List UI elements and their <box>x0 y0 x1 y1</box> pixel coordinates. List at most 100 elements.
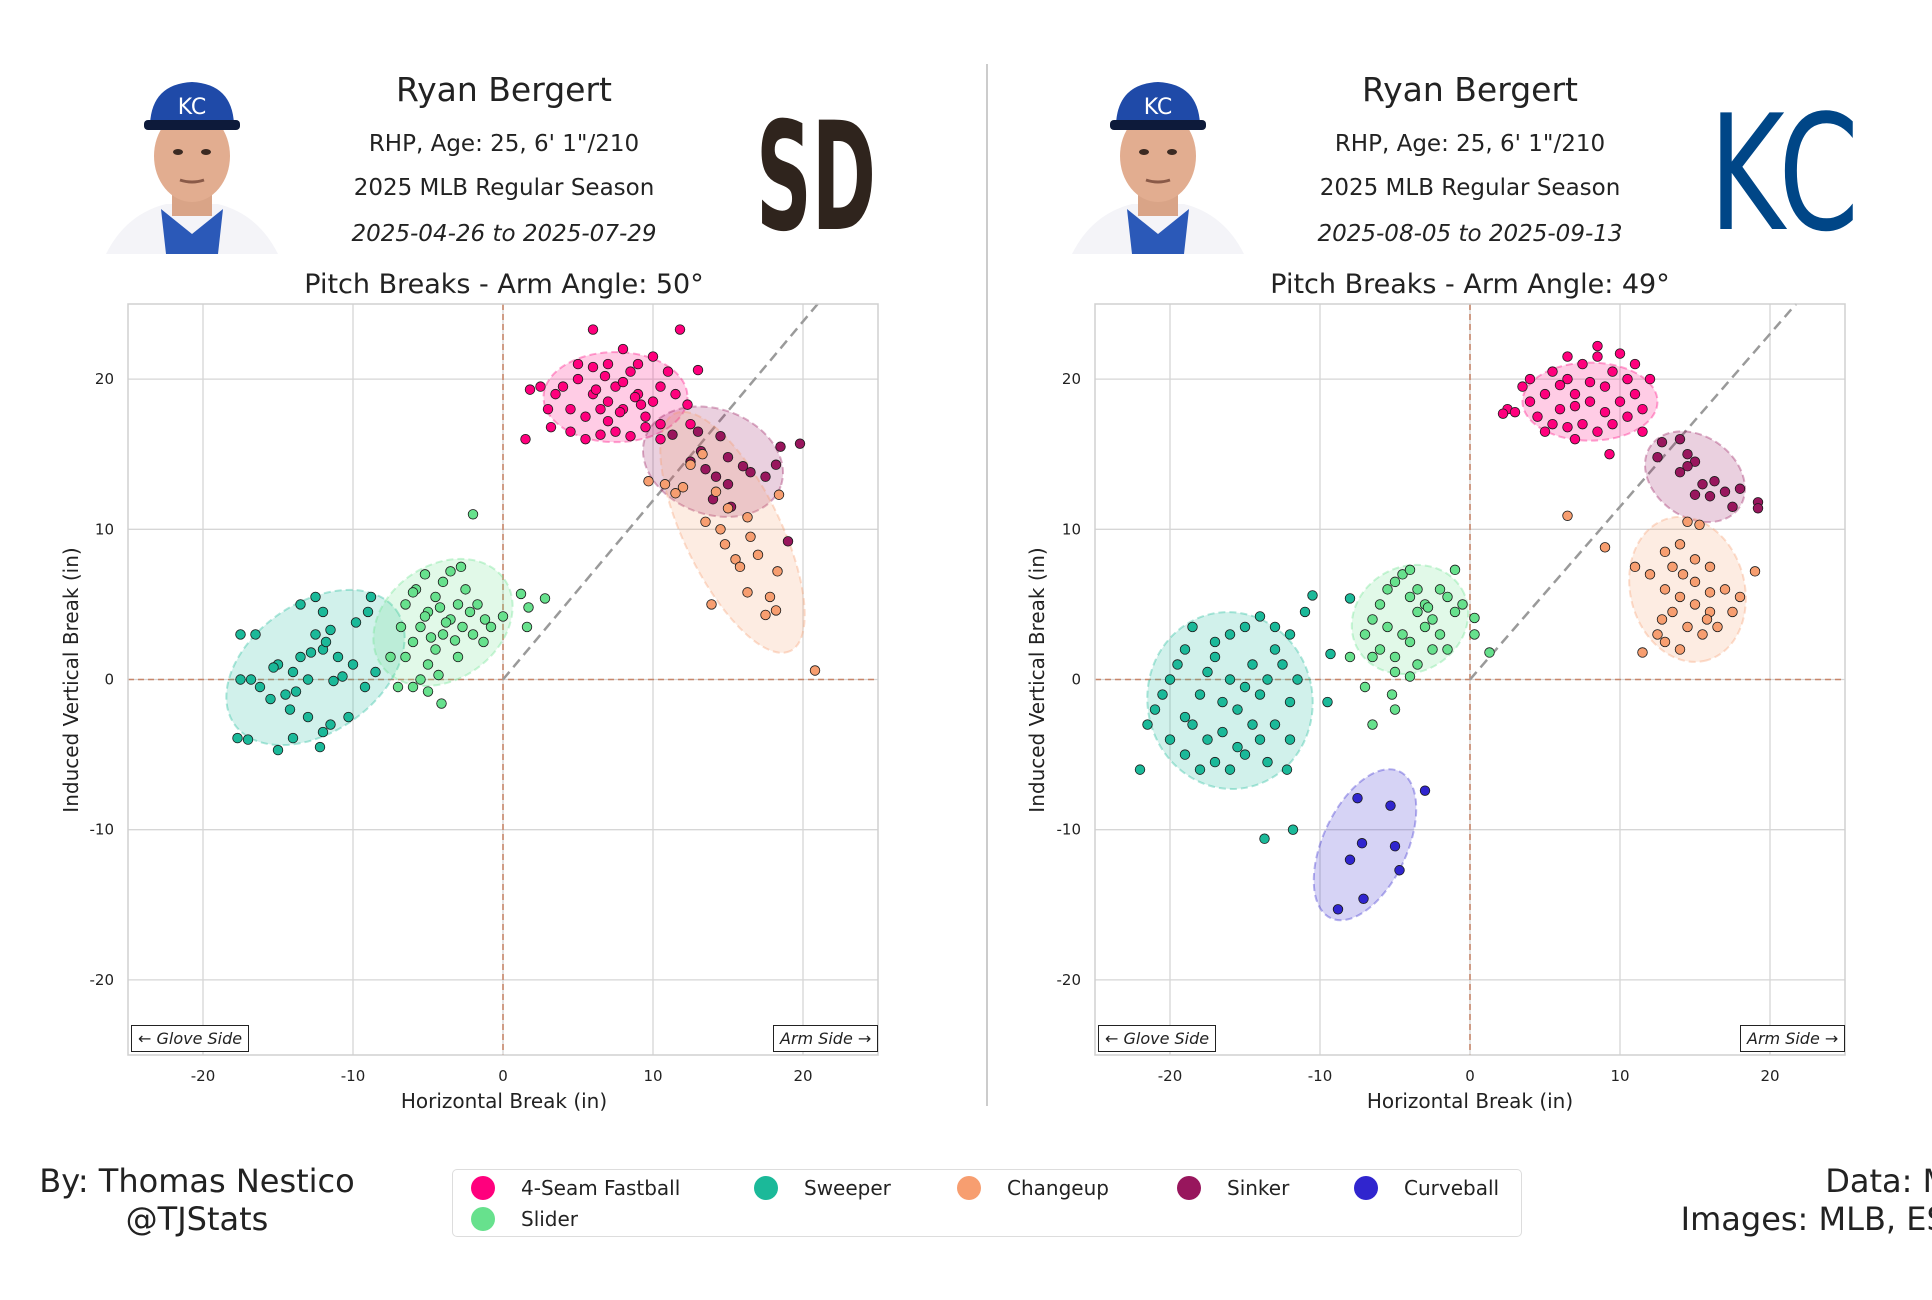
point-slider <box>515 588 527 600</box>
point-slider <box>1374 644 1386 655</box>
point-4-seam-fastball <box>1622 373 1633 385</box>
x-axis-label: Horizontal Break (in) <box>1366 1089 1574 1113</box>
point-4-seam-fastball <box>595 429 606 440</box>
point-sweeper <box>1179 711 1191 723</box>
point-changeup <box>677 482 689 493</box>
x-tick-label: -10 <box>341 1067 366 1085</box>
point-sweeper <box>1239 681 1251 693</box>
plot-frame <box>1094 303 1846 1056</box>
legend-label: Sweeper <box>804 1176 891 1200</box>
y-tick-label: 10 <box>1062 520 1081 538</box>
point-sweeper <box>1187 719 1198 730</box>
point-4-seam-fastball <box>670 388 681 400</box>
glove-side-label: ← Glove Side <box>1098 1025 1217 1052</box>
panel-divider <box>986 64 988 1106</box>
point-4-seam-fastball <box>587 361 599 373</box>
team-logo-kc: KC <box>1709 89 1859 249</box>
point-sweeper <box>280 689 291 700</box>
point-4-seam-fastball <box>655 418 666 430</box>
point-slider <box>467 629 479 640</box>
point-sweeper <box>332 651 344 663</box>
point-sweeper <box>1224 674 1236 685</box>
point-curveball <box>1344 854 1356 865</box>
point-sweeper <box>250 629 261 640</box>
legend-marker <box>957 1176 981 1200</box>
point-slider <box>422 659 434 670</box>
chart-title: Pitch Breaks - Arm Angle: 49° <box>1270 269 1670 300</box>
point-sinker <box>1709 476 1720 487</box>
point-curveball <box>1356 838 1368 849</box>
point-sweeper <box>1209 651 1221 663</box>
point-changeup <box>1667 606 1678 618</box>
legend-label: Curveball <box>1404 1176 1500 1200</box>
point-sweeper <box>310 591 321 603</box>
point-4-seam-fastball <box>635 399 647 410</box>
point-4-seam-fastball <box>1562 421 1573 433</box>
point-changeup <box>1719 584 1731 595</box>
point-sinker <box>692 426 704 437</box>
point-4-seam-fastball <box>1629 388 1641 400</box>
point-sinker <box>1697 479 1708 490</box>
point-sweeper <box>1202 666 1213 678</box>
point-slider <box>1382 584 1393 595</box>
point-changeup <box>1682 516 1693 527</box>
player-bio: RHP, Age: 25, 6' 1"/210 <box>1334 131 1606 157</box>
point-4-seam-fastball <box>610 381 621 392</box>
point-4-seam-fastball <box>1637 403 1648 415</box>
chart-panel-2: -20 -10 0 10 20 -20 -10 0 10 20 <box>1057 303 1846 1085</box>
point-sweeper <box>337 671 348 682</box>
point-sweeper <box>254 681 266 693</box>
point-4-seam-fastball <box>1599 406 1611 418</box>
point-slider <box>425 632 437 643</box>
point-sweeper <box>305 647 317 658</box>
point-4-seam-fastball <box>1569 400 1581 412</box>
point-slider <box>1422 602 1434 613</box>
legend-item-changeup: Changeup <box>957 1176 1109 1200</box>
point-sinker <box>760 471 771 482</box>
point-sweeper <box>1307 590 1318 601</box>
point-sweeper <box>1217 726 1228 738</box>
point-4-seam-fastball <box>1592 426 1603 437</box>
point-4-seam-fastball <box>572 373 584 385</box>
point-sinker <box>667 429 678 440</box>
point-4-seam-fastball <box>1604 449 1615 460</box>
point-changeup <box>745 531 756 543</box>
point-sweeper <box>290 686 302 697</box>
point-4-seam-fastball <box>1577 358 1588 370</box>
point-4-seam-fastball <box>535 381 546 392</box>
point-sweeper <box>287 666 299 678</box>
point-4-seam-fastball <box>1554 379 1566 391</box>
point-slider <box>452 651 464 663</box>
legend-marker <box>471 1176 495 1200</box>
point-curveball <box>1358 893 1369 904</box>
point-4-seam-fastball <box>1607 366 1618 377</box>
point-sweeper <box>1164 734 1176 745</box>
y-tick-label: 20 <box>1062 370 1081 388</box>
point-slider <box>445 566 456 577</box>
point-4-seam-fastball <box>1509 406 1521 418</box>
team-logo-text: SD <box>756 91 876 247</box>
point-4-seam-fastball <box>1614 348 1626 359</box>
point-4-seam-fastball <box>655 381 666 392</box>
point-4-seam-fastball <box>629 391 641 403</box>
point-4-seam-fastball <box>1547 366 1558 377</box>
point-slider <box>407 587 419 598</box>
point-slider <box>1484 647 1495 658</box>
point-4-seam-fastball <box>625 366 636 377</box>
point-sweeper <box>1164 674 1176 685</box>
point-sweeper <box>1239 749 1251 760</box>
player-name: Ryan Bergert <box>1362 70 1578 109</box>
point-changeup <box>1659 546 1671 558</box>
x-tick-label: -20 <box>1158 1067 1183 1085</box>
point-slider <box>415 674 426 685</box>
point-slider <box>1442 644 1453 655</box>
point-sweeper <box>1299 606 1311 618</box>
point-slider <box>1412 584 1423 595</box>
point-sweeper <box>302 674 314 685</box>
point-changeup <box>659 479 671 490</box>
point-sweeper <box>1224 629 1236 640</box>
point-slider <box>407 636 419 648</box>
point-slider <box>440 617 452 628</box>
point-changeup <box>1704 587 1716 598</box>
point-sweeper <box>1149 704 1161 715</box>
